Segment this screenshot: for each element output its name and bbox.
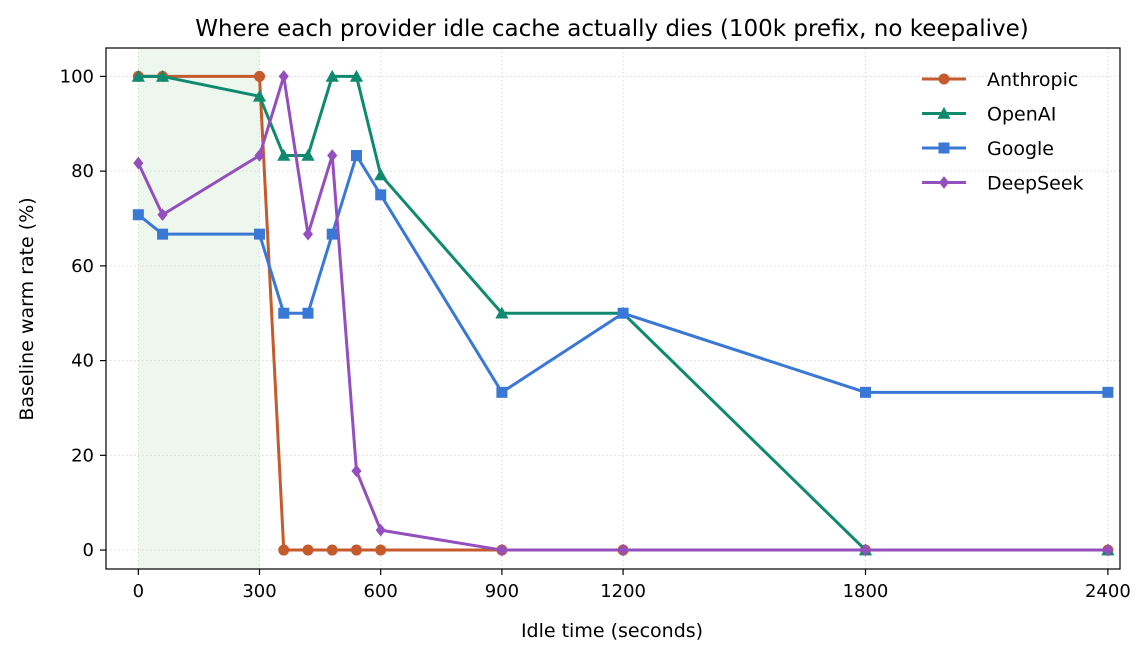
x-tick-label: 600 [364,581,398,602]
plot-frame [105,47,1121,570]
data-point [133,156,144,170]
data-point [617,307,629,319]
chart-title: Where each provider idle cache actually … [195,16,1029,42]
data-point [326,544,338,556]
data-point [157,208,168,222]
data-point [278,307,290,319]
series-line [138,74,1108,552]
y-tick-label: 20 [71,445,94,466]
data-point [375,523,386,537]
y-tick-label: 0 [83,540,94,561]
data-point [327,149,338,162]
x-tick-label: 0 [133,581,144,602]
data-point [252,89,267,102]
data-point [326,228,338,240]
shaded-region [138,48,260,569]
data-point [860,543,871,557]
plot-area: 0 300 600 900 1200 1800 2400 0 20 40 60 80 100 [60,47,1131,602]
legend-label: OpenAI [987,104,1056,126]
x-axis-label: Idle time (seconds) [521,620,703,642]
y-tick-label: 100 [60,66,94,87]
data-point [374,168,388,181]
x-tick-label: 1800 [843,581,889,602]
series-line [137,154,1108,394]
series-google [132,150,1114,398]
y-tick-label: 60 [71,256,94,277]
data-point [278,544,290,556]
y-tick-label: 40 [71,351,94,372]
legend-label: Anthropic [987,69,1078,91]
data-point [131,69,145,82]
data-point [277,148,291,161]
y-axis-label: Baseline warm rate (%) [16,197,38,420]
x-tick-label: 300 [242,581,276,602]
data-point [155,69,170,82]
data-point [302,544,314,556]
data-point [938,73,950,85]
data-point [618,543,629,557]
legend-label: DeepSeek [987,173,1084,195]
x-tick-label: 900 [485,581,519,602]
data-point [859,386,871,398]
data-point [132,209,144,221]
data-point [278,70,289,83]
data-point [937,106,951,119]
series-deepseek [133,70,1113,557]
data-point [351,464,362,478]
x-tick-label: 2400 [1085,581,1131,602]
data-point [301,148,315,161]
data-point [157,228,169,240]
data-point [254,228,266,240]
legend: Anthropic OpenAI Google DeepSeek [922,69,1084,195]
data-point [325,69,339,82]
data-point [938,176,950,189]
data-point [350,544,362,556]
data-point [495,306,509,319]
x-tick-label: 1200 [600,581,646,602]
series-line [136,74,1108,552]
data-point [1102,543,1113,557]
data-point [302,307,314,319]
data-point [375,544,387,556]
data-point [254,70,266,82]
data-point [496,386,508,398]
data-point [1102,386,1114,398]
data-point [302,227,314,241]
data-point [254,149,265,162]
data-point [938,142,950,154]
data-point [350,150,362,162]
legend-label: Google [987,138,1054,160]
y-tick-label: 80 [71,161,94,182]
data-point [496,543,507,557]
data-point [375,189,387,201]
data-point [349,69,364,82]
